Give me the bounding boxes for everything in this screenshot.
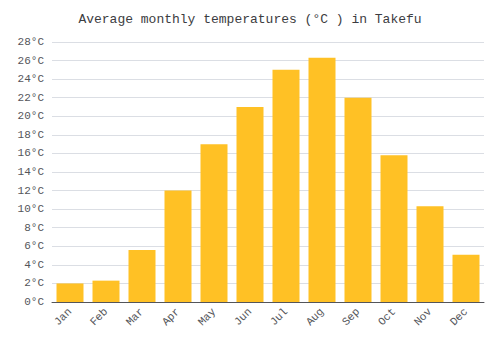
svg-text:Jan: Jan bbox=[52, 306, 74, 328]
svg-text:Mar: Mar bbox=[124, 306, 146, 328]
svg-text:Nov: Nov bbox=[412, 305, 435, 328]
svg-text:2°C: 2°C bbox=[24, 277, 44, 289]
svg-text:10°C: 10°C bbox=[18, 203, 45, 215]
svg-text:22°C: 22°C bbox=[18, 92, 45, 104]
svg-text:14°C: 14°C bbox=[18, 166, 45, 178]
svg-text:Dec: Dec bbox=[448, 306, 470, 328]
svg-text:26°C: 26°C bbox=[18, 55, 45, 67]
svg-text:Oct: Oct bbox=[376, 306, 398, 328]
svg-text:8°C: 8°C bbox=[24, 222, 44, 234]
svg-text:May: May bbox=[196, 305, 219, 328]
svg-text:28°C: 28°C bbox=[18, 36, 45, 48]
svg-text:Jul: Jul bbox=[268, 306, 290, 328]
svg-text:24°C: 24°C bbox=[18, 73, 45, 85]
svg-text:16°C: 16°C bbox=[18, 147, 45, 159]
svg-text:Jun: Jun bbox=[232, 306, 254, 328]
svg-text:4°C: 4°C bbox=[24, 259, 44, 271]
svg-text:12°C: 12°C bbox=[18, 185, 45, 197]
svg-text:20°C: 20°C bbox=[18, 110, 45, 122]
svg-text:Aug: Aug bbox=[304, 306, 326, 328]
svg-text:Sep: Sep bbox=[340, 306, 362, 328]
svg-text:Average monthly temperatures (: Average monthly temperatures (°C ) in Ta… bbox=[78, 12, 421, 27]
svg-text:Feb: Feb bbox=[88, 306, 110, 328]
svg-text:18°C: 18°C bbox=[18, 129, 45, 141]
svg-text:0°C: 0°C bbox=[24, 296, 44, 308]
svg-text:Apr: Apr bbox=[160, 306, 182, 328]
svg-text:6°C: 6°C bbox=[24, 240, 44, 252]
